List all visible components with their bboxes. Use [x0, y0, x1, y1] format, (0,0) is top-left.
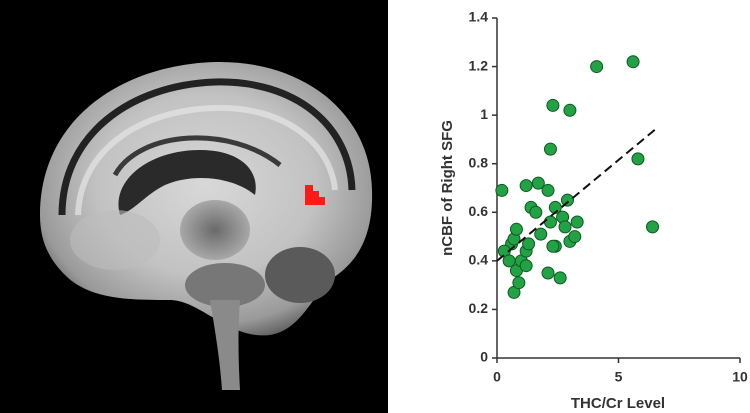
y-axis-label: nCBF of Right SFG	[439, 120, 456, 256]
point	[531, 176, 545, 190]
point	[495, 183, 509, 197]
y-tick-label: 0.6	[469, 203, 489, 219]
point	[553, 271, 567, 285]
x-axis-label: THC/Cr Level	[571, 395, 665, 412]
point	[519, 259, 533, 273]
point	[541, 266, 555, 280]
point	[568, 230, 582, 244]
y-tick-label: 0	[480, 349, 488, 365]
x-tick-label: 10	[732, 369, 748, 385]
point	[546, 98, 560, 112]
point	[563, 103, 577, 117]
point	[519, 179, 533, 193]
y-tick-label: 0.4	[469, 252, 489, 268]
y-tick-label: 0.2	[469, 300, 489, 316]
y-tick-label: 0.8	[469, 154, 489, 170]
point	[560, 193, 574, 207]
point	[631, 152, 645, 166]
y-tick-label: 1.2	[469, 57, 489, 73]
point	[546, 239, 560, 253]
point	[543, 215, 557, 229]
brain-image	[0, 0, 388, 413]
point	[502, 254, 516, 268]
point	[558, 220, 572, 234]
point	[646, 220, 660, 234]
point	[529, 205, 543, 219]
point	[543, 142, 557, 156]
point	[626, 55, 640, 69]
point	[534, 227, 548, 241]
point	[541, 183, 555, 197]
plot: nCBF of Right SFG THC/Cr Level 0 0.2 0.4 0.…	[439, 9, 748, 412]
x-tick-label: 0	[493, 369, 501, 385]
y-tick-label: 1.4	[469, 9, 489, 25]
x-tick-label: 5	[615, 369, 623, 385]
point	[590, 60, 604, 74]
point	[512, 276, 526, 290]
point	[522, 237, 536, 251]
point	[509, 222, 523, 236]
trend-line	[496, 128, 656, 262]
point	[570, 215, 584, 229]
y-tick-label: 1	[480, 106, 488, 122]
